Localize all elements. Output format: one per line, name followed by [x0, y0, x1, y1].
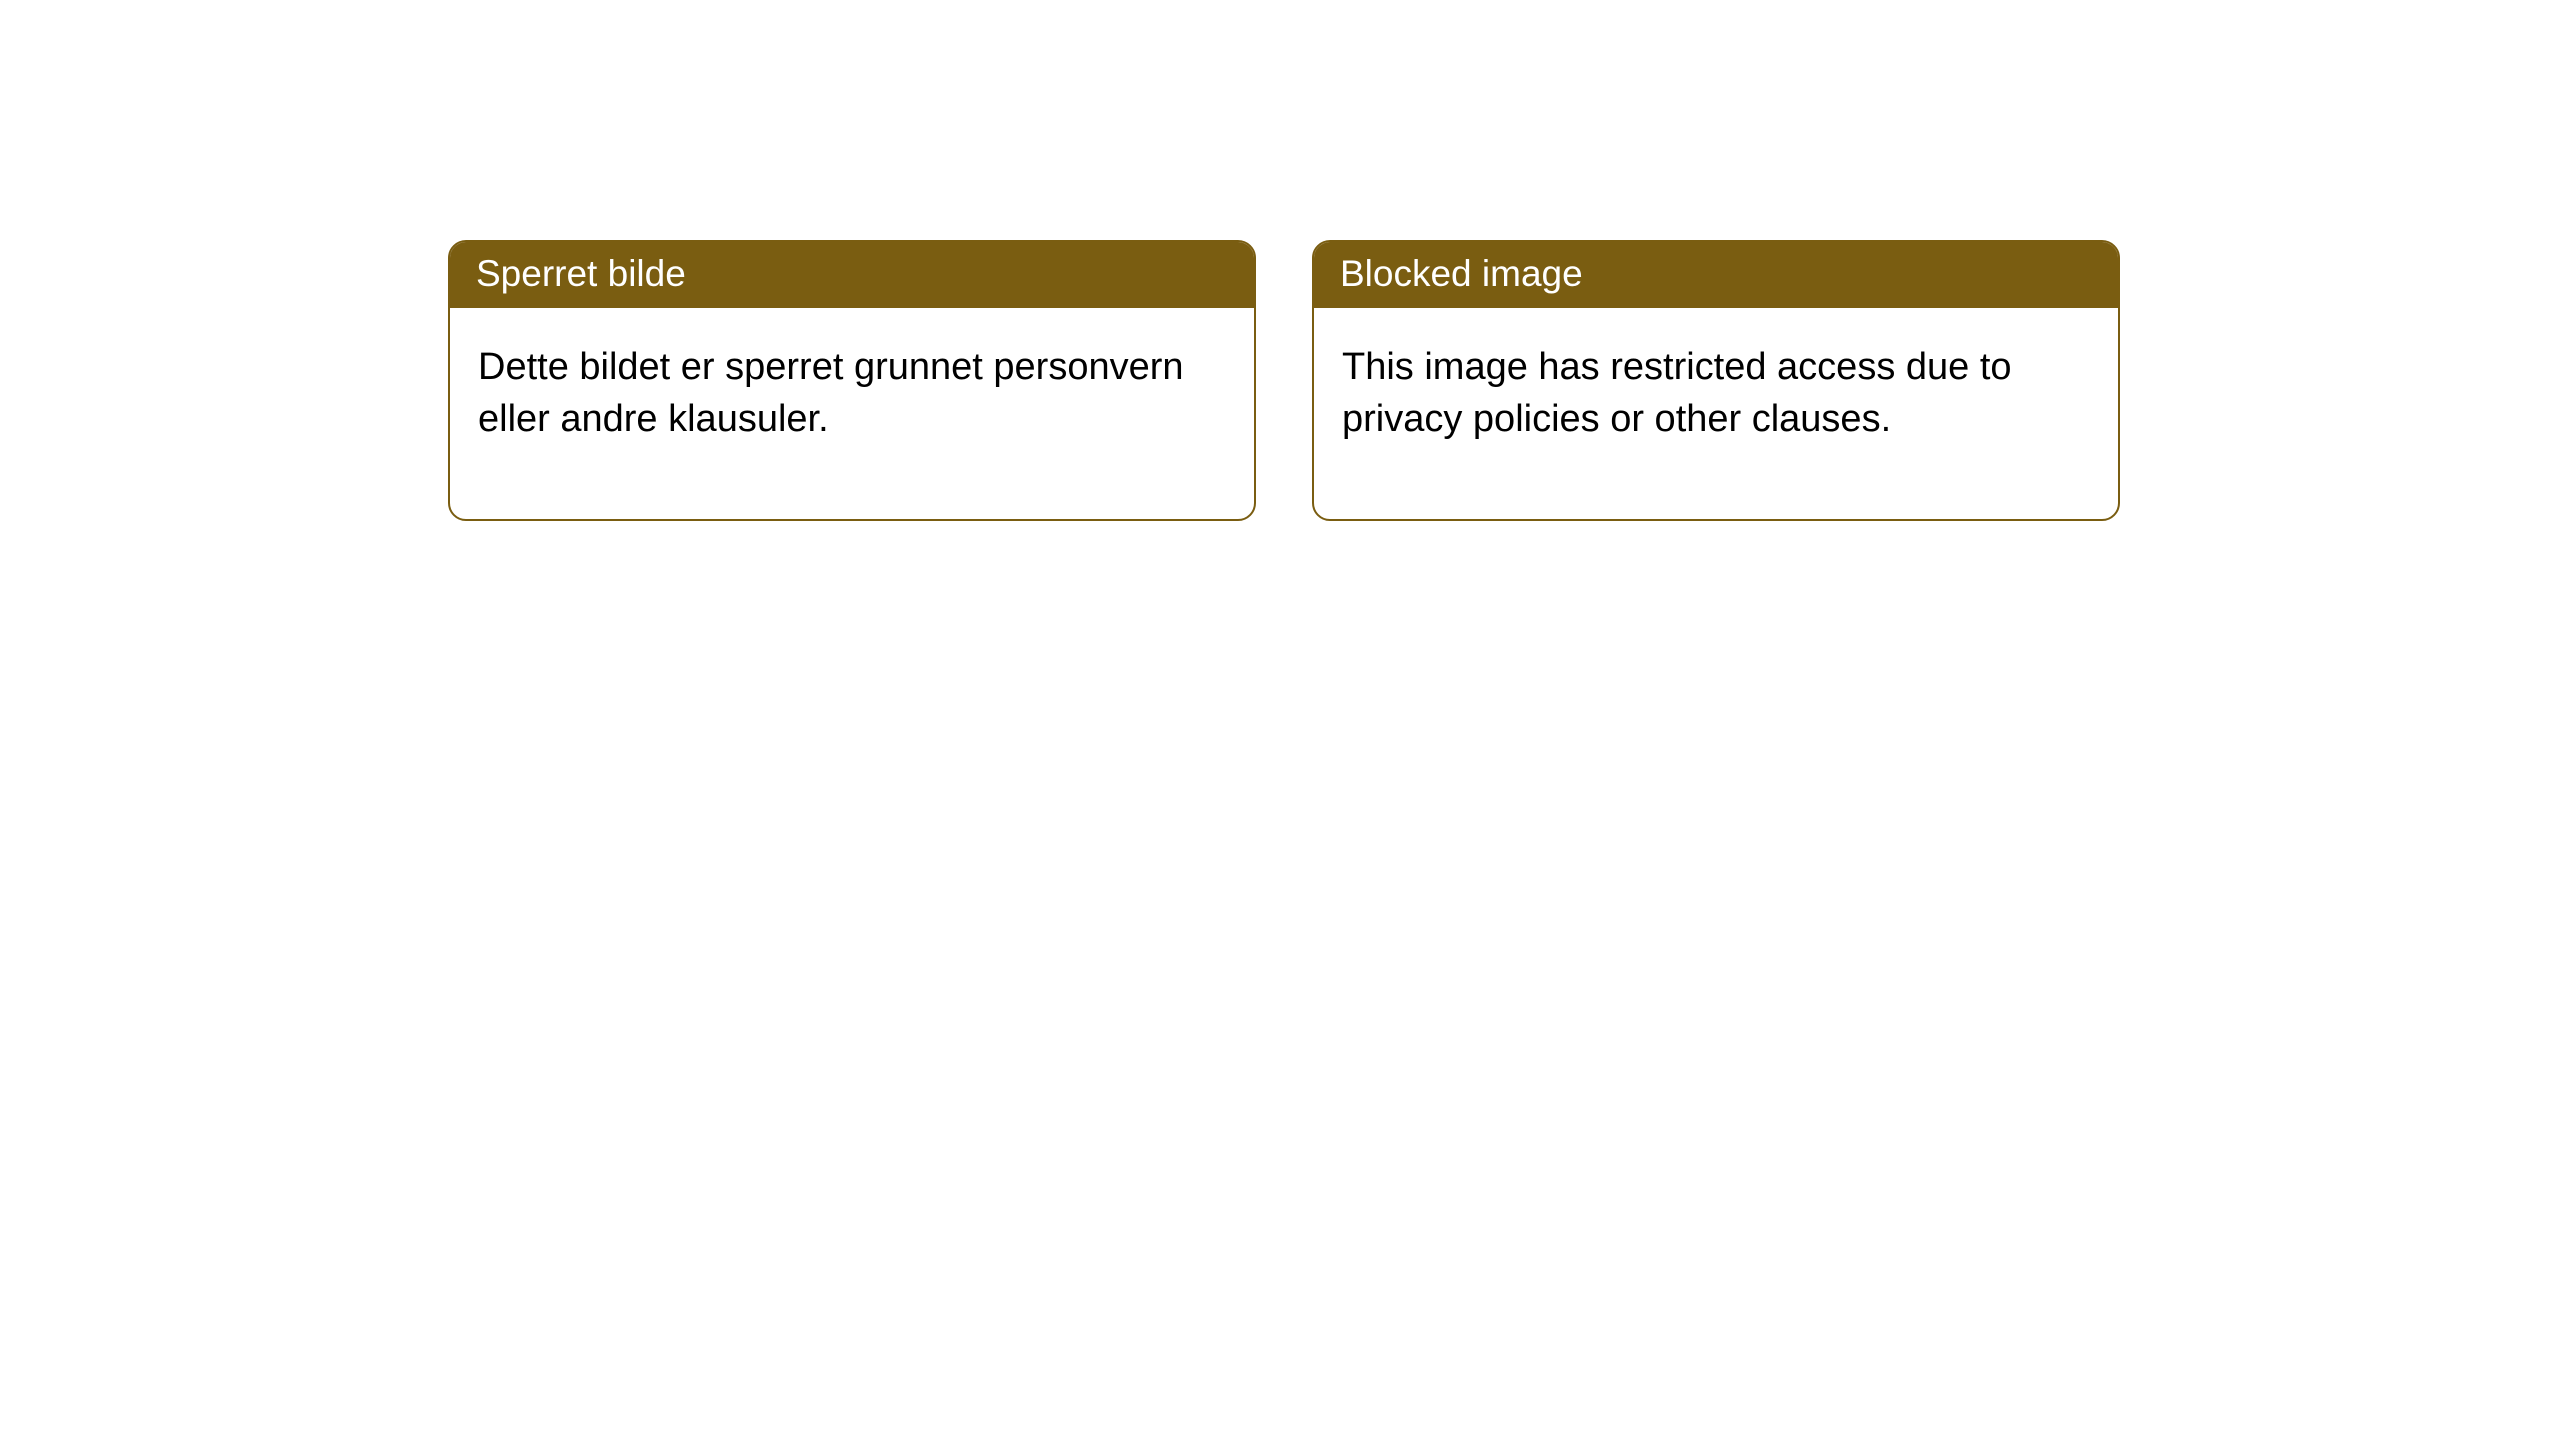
notice-body: Dette bildet er sperret grunnet personve…: [450, 308, 1254, 519]
notice-header: Blocked image: [1314, 242, 2118, 308]
notice-card-english: Blocked image This image has restricted …: [1312, 240, 2120, 521]
notice-body: This image has restricted access due to …: [1314, 308, 2118, 519]
notice-header: Sperret bilde: [450, 242, 1254, 308]
notice-container: Sperret bilde Dette bildet er sperret gr…: [0, 0, 2560, 521]
notice-card-norwegian: Sperret bilde Dette bildet er sperret gr…: [448, 240, 1256, 521]
